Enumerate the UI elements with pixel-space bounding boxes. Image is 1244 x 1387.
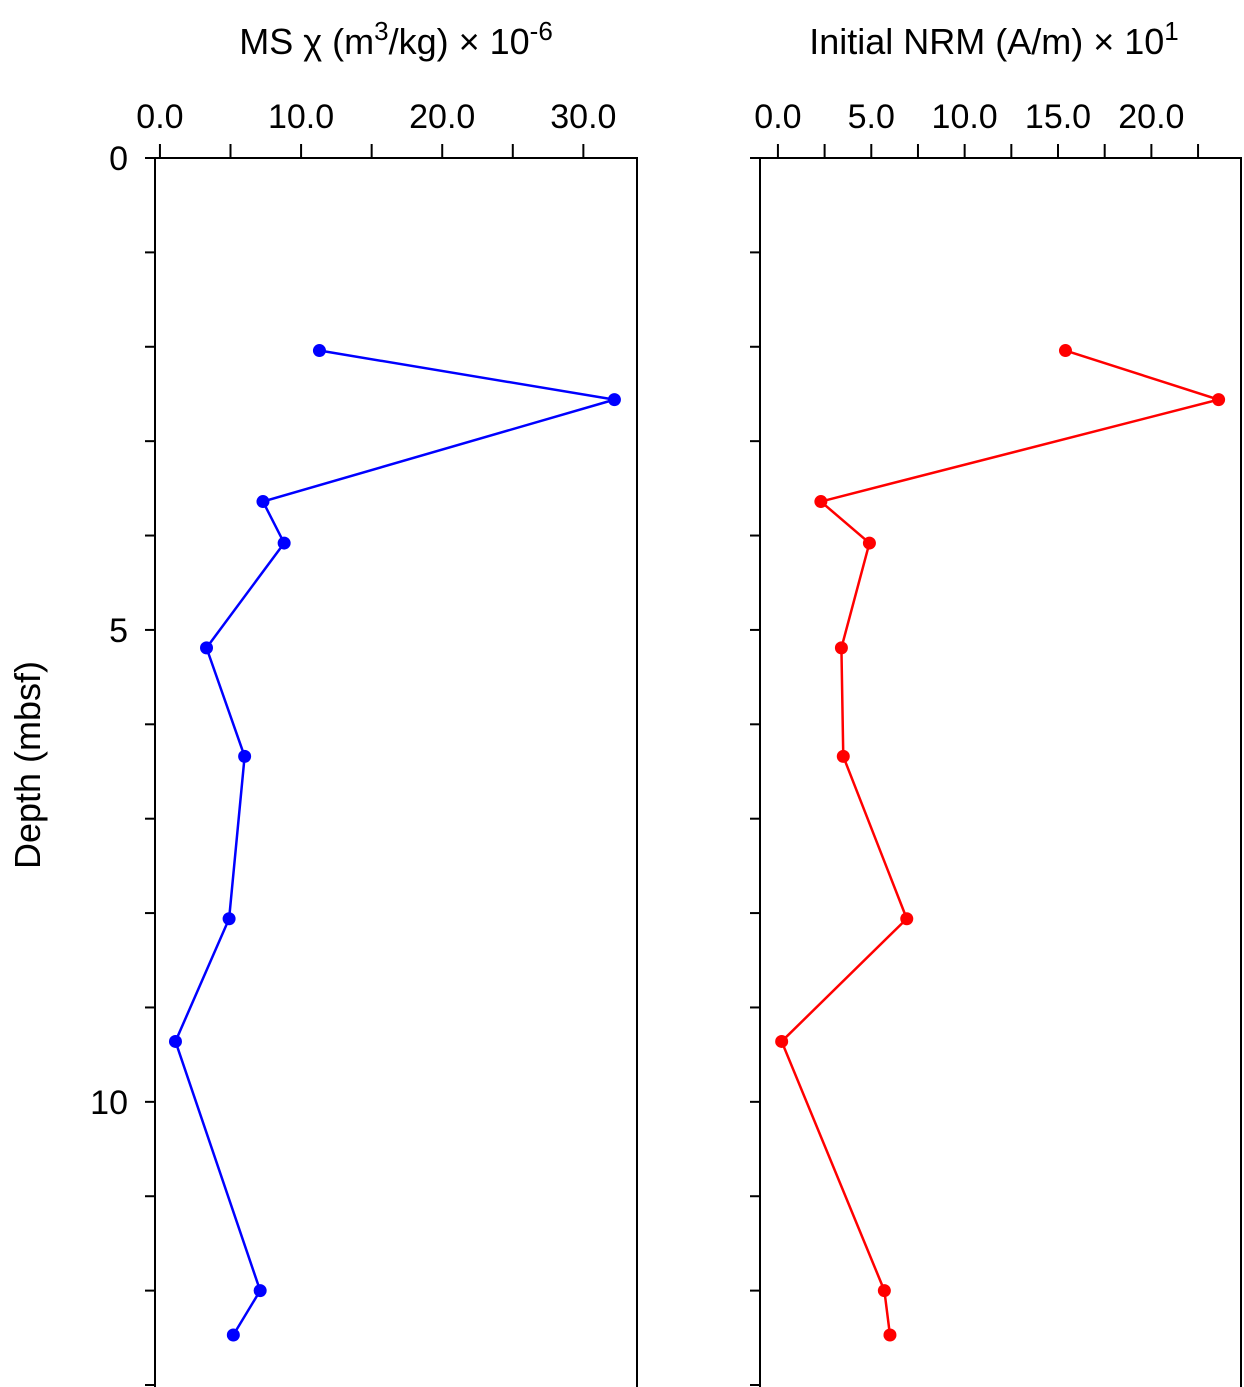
data-point	[834, 641, 848, 655]
plot-frame	[759, 157, 1242, 1387]
data-point	[883, 1328, 897, 1342]
x-tick-label: 10.0	[268, 98, 334, 136]
panel-2: 0.0 5.0 10.0 15.0 20.0	[750, 98, 1242, 1387]
data-point	[1212, 393, 1226, 407]
data-point	[256, 495, 270, 509]
x-tick-label: 5.0	[848, 98, 895, 136]
data-point	[277, 536, 291, 550]
panel-1: 0.0 10.0 20.0 30.0 0 5 10	[90, 98, 638, 1387]
data-point	[775, 1034, 789, 1048]
y-tick-label: 0	[109, 140, 128, 178]
y-axis-label: Depth (mbsf)	[7, 661, 48, 869]
data-point	[1058, 344, 1072, 358]
y-tick-label: 10	[90, 1084, 128, 1122]
data-point	[900, 912, 914, 926]
data-point	[836, 749, 850, 763]
series-line	[780, 349, 1224, 1336]
x-tick-label: 20.0	[1118, 98, 1184, 136]
data-point	[814, 495, 828, 509]
data-point	[222, 912, 236, 926]
x-tick-label: 0.0	[754, 98, 801, 136]
plot-frame	[154, 157, 638, 1387]
x-tick-label: 30.0	[550, 98, 616, 136]
right-panel-title: Initial NRM (A/m) × 101	[809, 16, 1179, 62]
data-point	[607, 393, 621, 407]
left-panel-title: MS χ (m3/kg) × 10-6	[239, 16, 553, 62]
data-point	[862, 536, 876, 550]
data-point	[877, 1284, 891, 1298]
x-tick-label: 20.0	[409, 98, 475, 136]
series-line	[174, 349, 615, 1336]
x-tick-label: 0.0	[136, 98, 183, 136]
data-point	[226, 1328, 240, 1342]
x-tick-label: 10.0	[932, 98, 998, 136]
y-tick-label: 5	[109, 612, 128, 650]
data-point	[312, 344, 326, 358]
data-point	[200, 641, 214, 655]
x-tick-label: 15.0	[1025, 98, 1091, 136]
data-point	[253, 1284, 267, 1298]
data-point	[168, 1034, 182, 1048]
data-point	[238, 749, 252, 763]
